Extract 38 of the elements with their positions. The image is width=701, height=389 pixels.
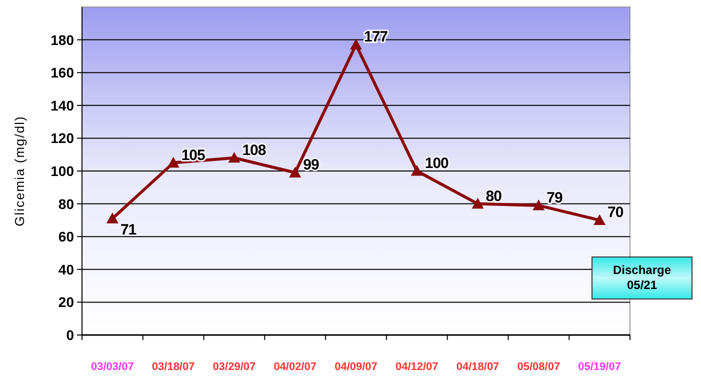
data-label: 80 <box>486 188 502 205</box>
x-tick-label: 03/03/07 <box>91 361 134 373</box>
data-label: 99 <box>303 156 319 174</box>
y-tick-label: 120 <box>50 130 74 146</box>
x-tick-label: 05/19/07 <box>578 361 621 373</box>
point <box>472 198 484 209</box>
y-tick-label: 60 <box>58 228 74 245</box>
y-tick-label: 40 <box>58 261 74 278</box>
y-tick-label: 160 <box>50 64 74 81</box>
y-tick-label: 180 <box>50 32 74 48</box>
data-label: 70 <box>608 204 624 222</box>
point <box>350 38 362 50</box>
point <box>289 166 302 178</box>
point <box>228 152 240 163</box>
x-tick-label: 03/29/07 <box>212 361 256 373</box>
point <box>167 156 180 168</box>
annotation: Discharge 05/21 <box>612 263 672 292</box>
point <box>532 199 545 210</box>
x-tick-label: 04/12/07 <box>395 361 438 373</box>
y-tick-label: 100 <box>50 163 74 179</box>
y-tick-label: 0 <box>66 327 74 343</box>
point <box>106 212 118 224</box>
y-tick-label: 140 <box>50 97 74 114</box>
x-tick-label: 03/18/07 <box>152 361 195 373</box>
y-tick-label: 80 <box>58 196 74 212</box>
data-label: 79 <box>546 189 563 206</box>
data-label: 105 <box>181 146 206 164</box>
x-tick-label: 04/18/07 <box>456 361 500 373</box>
x-tick-label: 04/09/07 <box>334 361 378 373</box>
y-axis-title: Glicemia (mg/dl) <box>12 116 27 226</box>
x-tick-label: 05/08/07 <box>517 361 560 373</box>
point <box>410 165 423 176</box>
point <box>594 214 606 225</box>
data-label: 100 <box>424 155 449 172</box>
data-label: 71 <box>120 222 136 239</box>
data-label: 108 <box>242 142 266 159</box>
x-tick-label: 04/02/07 <box>274 361 317 373</box>
y-tick-label: 20 <box>58 294 74 310</box>
